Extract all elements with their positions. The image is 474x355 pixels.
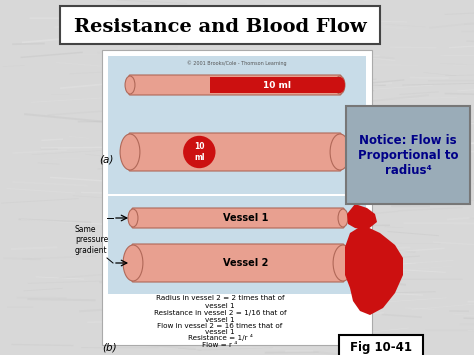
Ellipse shape (335, 76, 345, 94)
Ellipse shape (120, 134, 140, 170)
Text: © 2001 Brooks/Cole - Thomson Learning: © 2001 Brooks/Cole - Thomson Learning (187, 60, 287, 66)
FancyBboxPatch shape (129, 75, 341, 95)
FancyBboxPatch shape (60, 6, 380, 44)
FancyBboxPatch shape (108, 56, 366, 194)
Ellipse shape (125, 76, 135, 94)
Text: Notice: Flow is
Proportional to
radius⁴: Notice: Flow is Proportional to radius⁴ (358, 133, 458, 176)
Text: Same
pressure
gradient: Same pressure gradient (75, 225, 108, 255)
Ellipse shape (335, 77, 345, 93)
Text: (a): (a) (99, 155, 113, 165)
FancyBboxPatch shape (102, 50, 372, 345)
Ellipse shape (338, 209, 348, 227)
Ellipse shape (128, 209, 138, 227)
Ellipse shape (333, 245, 353, 281)
FancyBboxPatch shape (132, 244, 344, 282)
FancyBboxPatch shape (210, 77, 340, 93)
Text: Fig 10-41: Fig 10-41 (350, 340, 412, 354)
Text: Flow in vessel 2 = 16 times that of
vessel 1: Flow in vessel 2 = 16 times that of vess… (157, 322, 283, 335)
FancyBboxPatch shape (129, 133, 341, 171)
Text: Resistance = 1/r ⁴
Flow = r ⁴: Resistance = 1/r ⁴ Flow = r ⁴ (188, 334, 253, 348)
Text: Resistance and Blood Flow: Resistance and Blood Flow (73, 18, 366, 36)
FancyBboxPatch shape (108, 196, 366, 294)
Polygon shape (347, 204, 377, 230)
Ellipse shape (330, 134, 350, 170)
Text: Vessel 1: Vessel 1 (223, 213, 269, 223)
Text: 10
ml: 10 ml (194, 142, 205, 162)
FancyBboxPatch shape (346, 106, 470, 204)
Text: (b): (b) (103, 343, 117, 353)
Text: Radius in vessel 2 = 2 times that of
vessel 1: Radius in vessel 2 = 2 times that of ves… (156, 295, 284, 308)
FancyBboxPatch shape (132, 208, 344, 228)
FancyBboxPatch shape (339, 335, 423, 355)
Polygon shape (345, 225, 403, 315)
Text: Vessel 2: Vessel 2 (223, 258, 269, 268)
Ellipse shape (183, 136, 216, 168)
Text: Resistance in vessel 2 = 1/16 that of
vessel 1: Resistance in vessel 2 = 1/16 that of ve… (154, 310, 286, 322)
Text: 10 ml: 10 ml (263, 81, 291, 89)
Ellipse shape (123, 245, 143, 281)
